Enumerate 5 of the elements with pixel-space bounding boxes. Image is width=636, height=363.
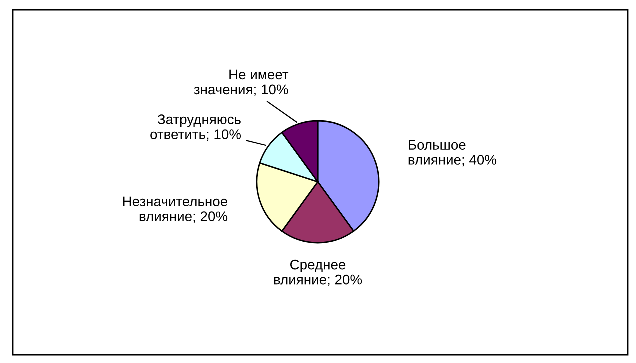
- slice-label: Не имеет значения; 10%: [194, 70, 289, 96]
- slice-label: Среднее влияние; 20%: [274, 260, 362, 286]
- slice-label: Большое влияние; 40%: [408, 140, 497, 167]
- slice-label: Затрудняюсь ответить; 10%: [150, 114, 242, 142]
- slice-label: Незначительное влияние; 20%: [123, 196, 228, 224]
